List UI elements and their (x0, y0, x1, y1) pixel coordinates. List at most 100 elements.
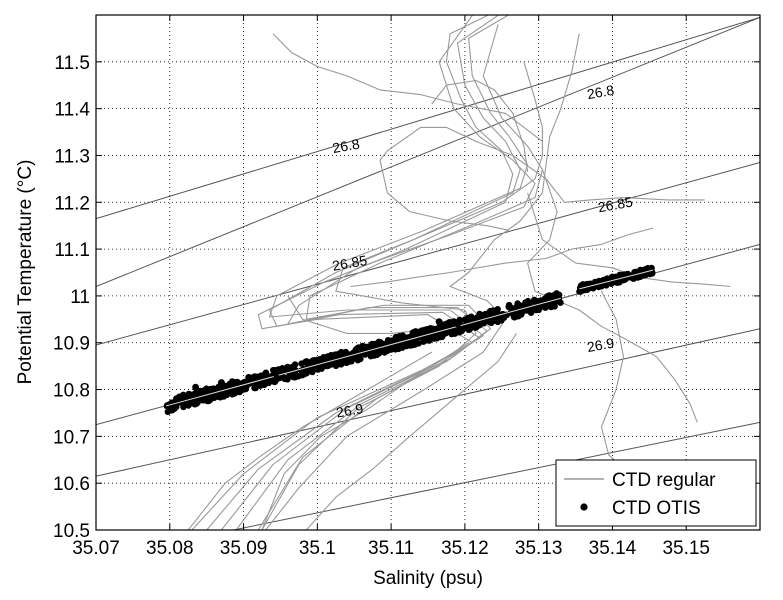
ctd-otis-point (555, 291, 562, 298)
ctd-otis-point (409, 329, 417, 336)
ctd-otis-point (533, 301, 540, 308)
ctd-regular-profile (265, 33, 580, 530)
ctd-otis-point (327, 360, 334, 368)
isopycnal-label: 26.9 (586, 335, 616, 356)
ctd-otis-point (441, 329, 449, 336)
ctd-otis-point (584, 286, 591, 293)
x-tick-label: 35.07 (72, 538, 120, 559)
ctd-otis-point (193, 389, 200, 396)
isopycnal-line (230, 421, 760, 530)
y-tick-label: 11 (70, 287, 90, 308)
ctd-otis-point (192, 383, 200, 391)
y-tick-label: 10.8 (53, 381, 90, 402)
ctd-otis-point (420, 338, 427, 345)
isopycnal-label: 26.8 (586, 82, 616, 103)
y-tick-label: 11.3 (54, 146, 90, 167)
x-tick-label: 35.15 (662, 538, 710, 559)
ctd-otis-point (190, 398, 197, 405)
ctd-regular-profile (191, 15, 514, 530)
y-tick-label: 10.6 (53, 474, 90, 495)
ctd-otis-core-line (165, 297, 561, 407)
ctd-otis-point (304, 360, 311, 368)
ctd-regular-profiles (187, 15, 731, 530)
ctd-otis-point (204, 397, 211, 405)
ctd-otis-point (489, 307, 497, 314)
ctd-otis-point (396, 333, 403, 340)
ctd-otis-point (339, 357, 347, 364)
ctd-regular-profile (272, 33, 543, 142)
ctd-regular-profile (431, 79, 529, 172)
isopycnal-label: 26.9 (335, 400, 365, 421)
ctd-otis-point (631, 269, 638, 276)
ctd-otis-point (426, 336, 433, 343)
x-tick-label: 35.12 (441, 538, 489, 559)
ctd-otis-point (456, 329, 463, 336)
ctd-otis-point (251, 374, 258, 381)
ctd-regular-profile (257, 24, 543, 530)
ctd-otis-point (418, 327, 426, 334)
ctd-otis-point (498, 317, 505, 324)
ctd-otis-point (542, 304, 549, 311)
ctd-otis-point (236, 387, 243, 395)
isopycnal-label: 26.85 (597, 193, 634, 215)
ctd-otis-point (448, 330, 455, 338)
y-tick-label: 10.9 (53, 334, 90, 355)
y-tick-label: 11.5 (54, 53, 90, 74)
ctd-otis-point (309, 368, 316, 376)
x-tick-label: 35.09 (220, 538, 268, 559)
ctd-otis-point (180, 403, 187, 411)
ctd-regular-profile (261, 61, 543, 530)
x-tick-label: 35.08 (146, 538, 194, 559)
ctd-otis-point (523, 300, 530, 307)
ctd-otis-point (352, 346, 359, 353)
ctd-otis-point (164, 408, 171, 415)
ctd-otis-point (465, 326, 472, 333)
ctd-otis-point (302, 369, 310, 377)
ctd-regular-profile (527, 169, 698, 423)
ctd-otis-point (371, 352, 378, 359)
ctd-otis-point (298, 360, 305, 367)
ctd-regular-profile (379, 126, 705, 203)
ctd-otis-point (349, 355, 356, 362)
ctd-regular-profile (305, 333, 517, 530)
ctd-otis-core-line (579, 269, 654, 290)
ctd-otis-point (582, 281, 590, 288)
legend-label-ctd-regular: CTD regular (612, 470, 716, 491)
ctd-otis-point (551, 303, 558, 310)
y-tick-label: 10.5 (53, 521, 90, 542)
ctd-otis-point (557, 299, 564, 306)
ctd-otis-point (241, 384, 248, 392)
ctd-otis-point (218, 379, 225, 386)
isopycnal-label: 26.85 (331, 252, 368, 274)
x-axis-label: Salinity (psu) (373, 568, 483, 589)
ctd-otis-point (515, 312, 523, 319)
ctd-otis-point (316, 356, 323, 363)
ctd-otis-point (406, 341, 413, 349)
ctd-otis-point (361, 346, 368, 353)
ctd-otis-point (435, 318, 443, 326)
ctd-otis-point (646, 270, 654, 278)
legend-dot-swatch (580, 503, 588, 511)
ctd-otis-point (231, 388, 238, 396)
y-tick-label: 11.2 (54, 193, 90, 214)
ctd-otis-point (194, 398, 202, 405)
y-axis-label: Potential Temperature (°C) (15, 160, 36, 385)
ctd-otis-point (222, 383, 229, 391)
ctd-otis-point (354, 355, 362, 363)
ctd-regular-profile (350, 227, 654, 288)
isopycnal-line (96, 161, 760, 346)
legend: CTD regular CTD OTIS (555, 459, 757, 527)
x-tick-label: 35.13 (515, 538, 563, 559)
ctd-otis-point (295, 373, 302, 380)
y-tick-label: 11.4 (54, 100, 90, 121)
legend-label-ctd-otis: CTD OTIS (612, 498, 701, 519)
isopycnal-line (96, 328, 760, 477)
ctd-otis-point (273, 374, 281, 382)
ctd-otis-point (214, 393, 221, 400)
plot-frame (95, 14, 761, 531)
ctd-otis-point (577, 284, 584, 291)
ctd-otis-point (439, 324, 446, 331)
isopycnal-line (96, 16, 760, 288)
ctd-otis-points (163, 264, 656, 415)
y-tick-label: 11.1 (54, 240, 90, 261)
